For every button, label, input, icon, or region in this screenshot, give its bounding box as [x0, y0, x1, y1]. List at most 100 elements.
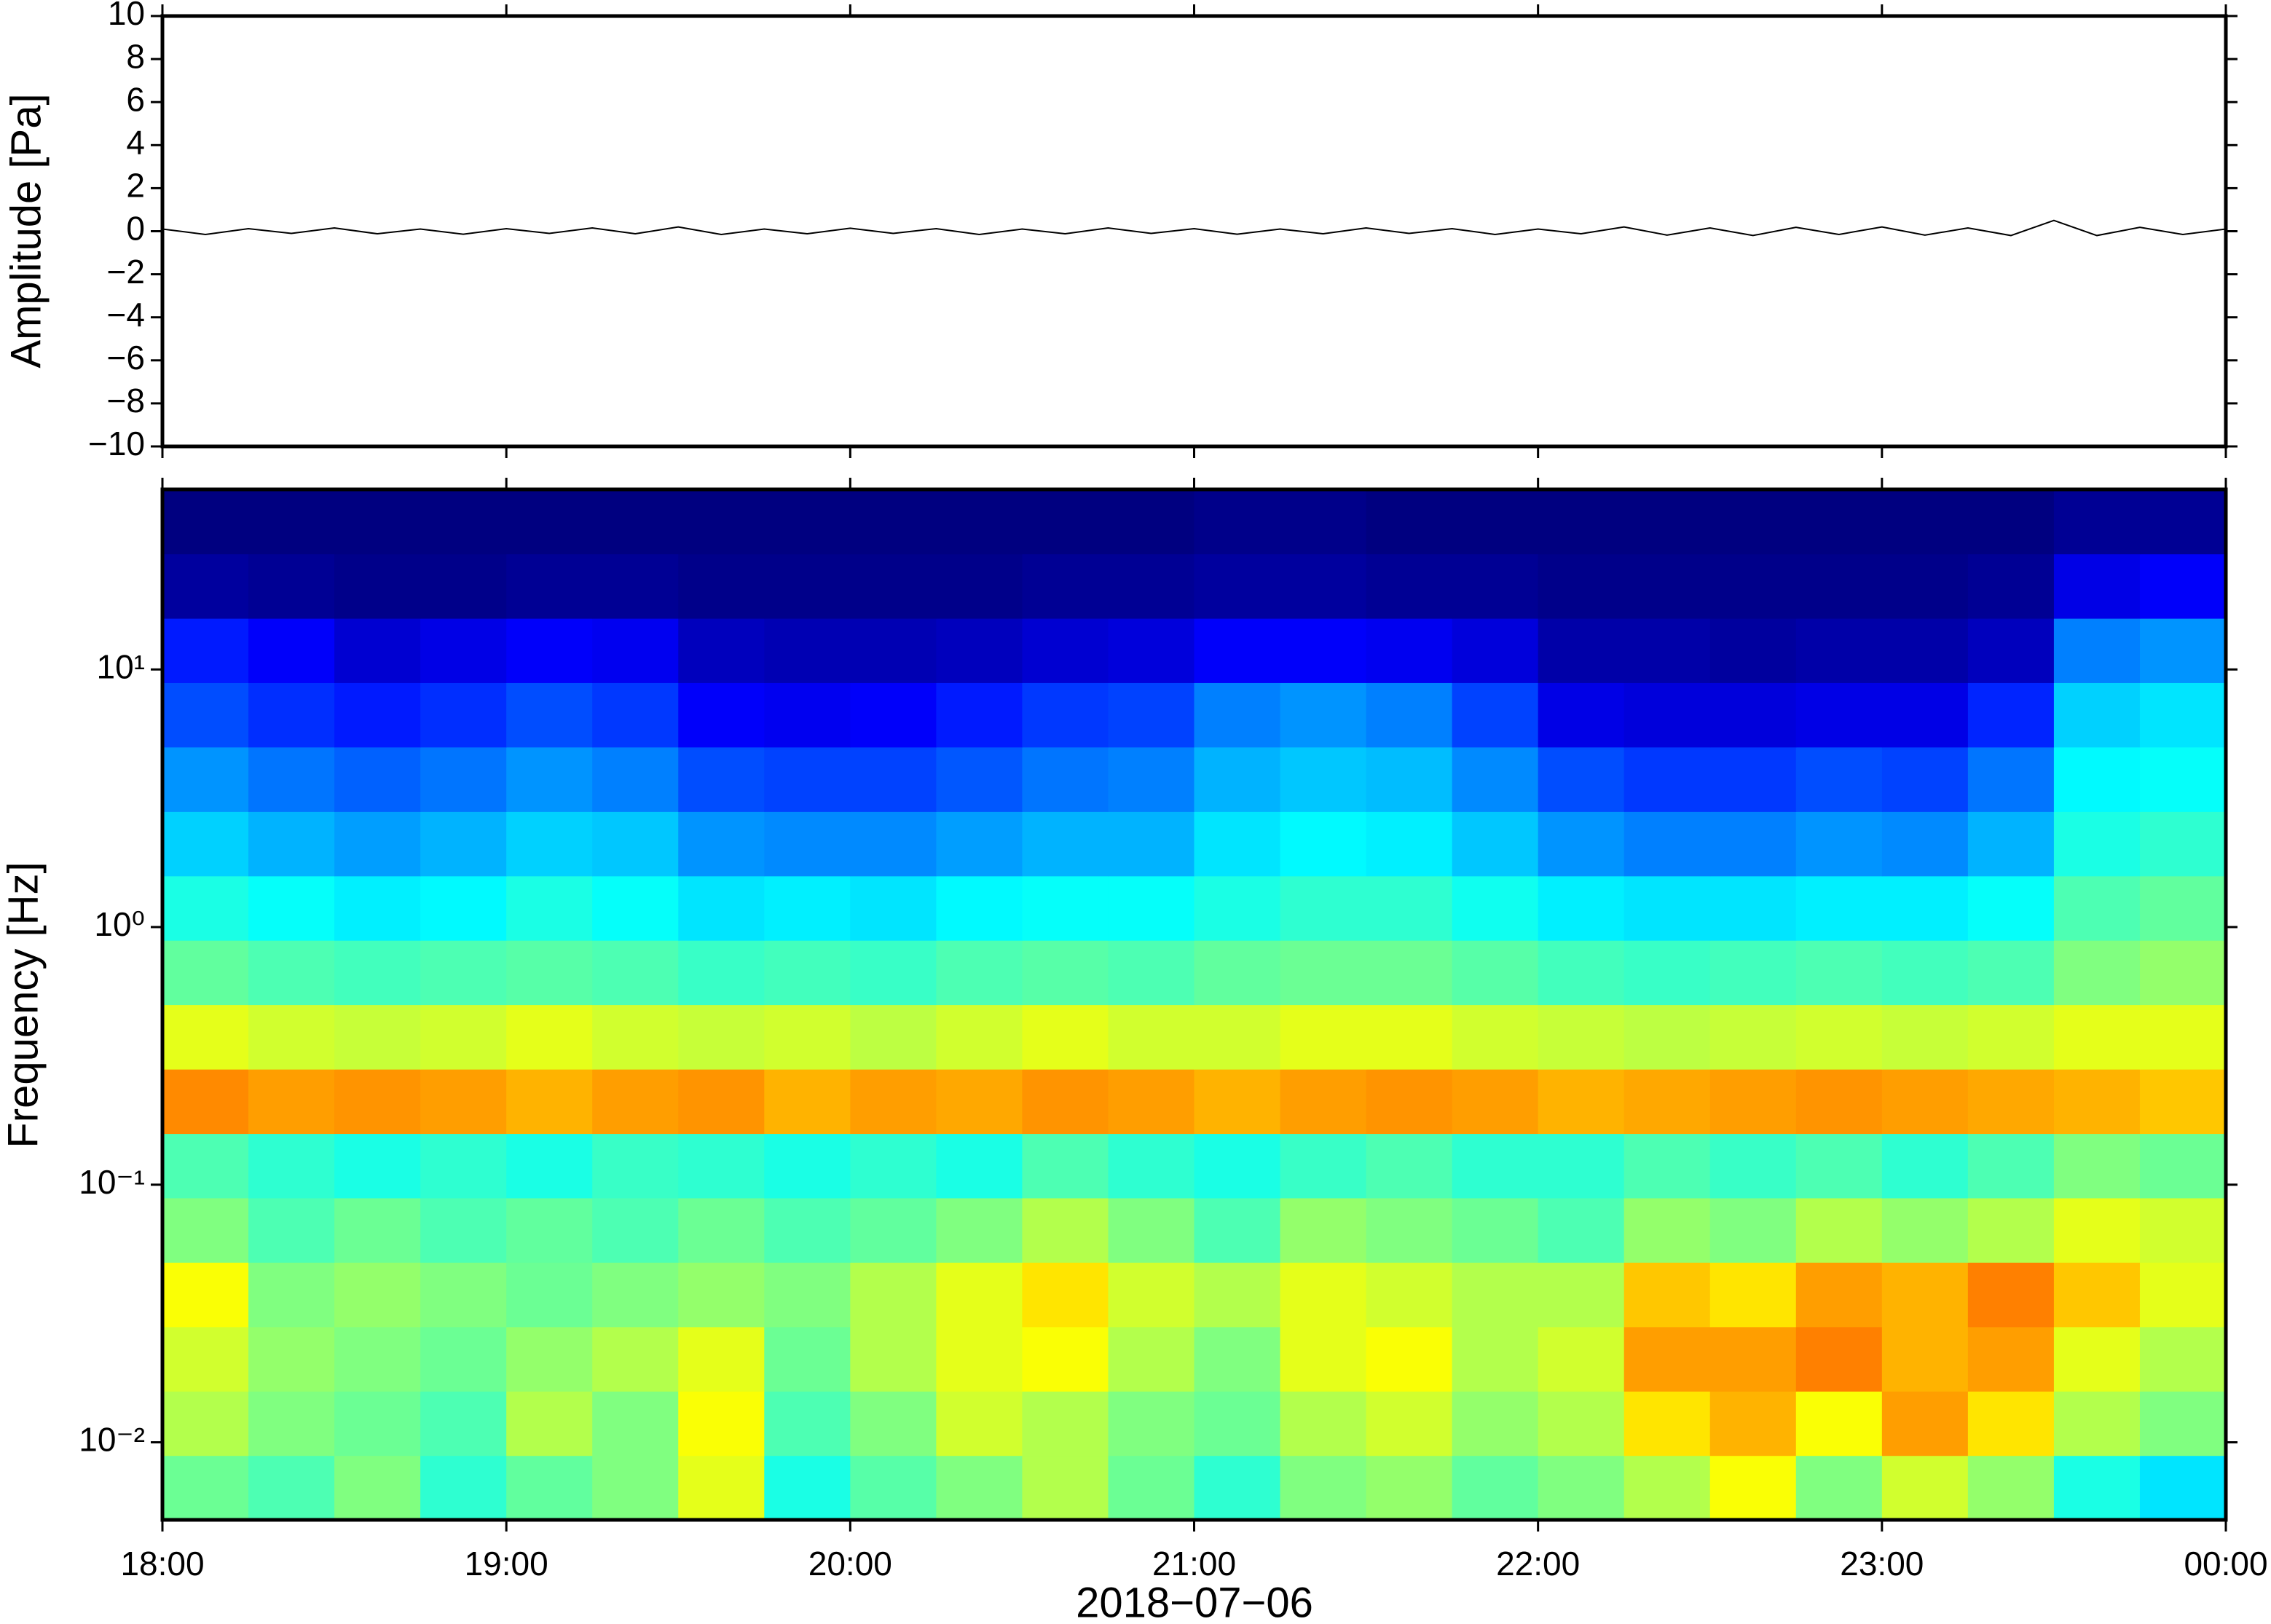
heatmap-cell — [678, 1262, 765, 1328]
heatmap-cell — [1280, 1197, 1367, 1263]
heatmap-cell — [850, 875, 937, 941]
heatmap-cell — [1366, 875, 1453, 941]
heatmap-cell — [678, 489, 765, 555]
heatmap-cell — [420, 746, 507, 812]
heatmap-cell — [1881, 682, 1969, 748]
heatmap-cell — [1967, 746, 2055, 812]
heatmap-cell — [334, 1391, 421, 1457]
heatmap-cell — [936, 875, 1023, 941]
heatmap-cell — [1623, 489, 1711, 555]
heatmap-cell — [678, 1133, 765, 1199]
heatmap-cell — [1108, 1391, 1195, 1457]
heatmap-cell — [162, 553, 249, 619]
heatmap-cell — [334, 682, 421, 748]
heatmap-cell — [1366, 746, 1453, 812]
heatmap-cell — [248, 746, 335, 812]
heatmap-cell — [1881, 1004, 1969, 1070]
x-tick-label: 23:00 — [1840, 1545, 1924, 1582]
heatmap-cell — [506, 1069, 593, 1135]
heatmap-cell — [2053, 1391, 2141, 1457]
heatmap-cell — [1623, 811, 1711, 877]
heatmap-cell — [1795, 618, 1883, 683]
heatmap-cell — [1194, 682, 1281, 748]
heatmap-cell — [2139, 1004, 2227, 1070]
heatmap-cell — [764, 489, 851, 555]
heatmap-cell — [1022, 1455, 1109, 1521]
heatmap-cell — [1538, 1455, 1625, 1521]
heatmap-cell — [334, 1133, 421, 1199]
heatmap-cell — [678, 746, 765, 812]
heatmap-cell — [1108, 1455, 1195, 1521]
y-tick-label: 8 — [126, 37, 145, 75]
heatmap-cell — [764, 1004, 851, 1070]
heatmap-cell — [248, 1004, 335, 1070]
x-tick-label: 21:00 — [1152, 1545, 1236, 1582]
heatmap-cell — [420, 489, 507, 555]
heatmap-cell — [1366, 1197, 1453, 1263]
heatmap-cell — [1881, 1391, 1969, 1457]
heatmap-cell — [1709, 875, 1797, 941]
heatmap-cell — [1538, 1197, 1625, 1263]
y-axis-label: Frequency [Hz] — [0, 862, 47, 1148]
heatmap-cell — [1452, 1197, 1539, 1263]
heatmap-cell — [506, 875, 593, 941]
heatmap-cell — [1709, 811, 1797, 877]
heatmap-cell — [334, 940, 421, 1006]
heatmap-cell — [1452, 746, 1539, 812]
heatmap-cell — [1623, 1004, 1711, 1070]
heatmap-cell — [592, 875, 679, 941]
heatmap-cell — [506, 1004, 593, 1070]
heatmap-cell — [1280, 746, 1367, 812]
heatmap-cell — [1967, 1455, 2055, 1521]
heatmap-cell — [1795, 875, 1883, 941]
heatmap-cell — [592, 682, 679, 748]
heatmap-cell — [1022, 1197, 1109, 1263]
heatmap-cell — [1108, 1133, 1195, 1199]
heatmap-cell — [592, 1069, 679, 1135]
heatmap-cell — [592, 746, 679, 812]
heatmap-cell — [1022, 746, 1109, 812]
heatmap-cell — [592, 1262, 679, 1328]
heatmap-cell — [506, 811, 593, 877]
heatmap-cell — [678, 1004, 765, 1070]
heatmap-cell — [850, 811, 937, 877]
heatmap-cell — [1108, 811, 1195, 877]
heatmap-cell — [162, 875, 249, 941]
heatmap-cell — [1967, 1133, 2055, 1199]
heatmap-cell — [1280, 1004, 1367, 1070]
heatmap-cell — [506, 1326, 593, 1392]
heatmap-cell — [1280, 875, 1367, 941]
heatmap-cell — [1967, 1326, 2055, 1392]
heatmap-cell — [1022, 1069, 1109, 1135]
heatmap-cell — [2139, 1326, 2227, 1392]
heatmap-cell — [1709, 1455, 1797, 1521]
plot-frame — [160, 14, 2228, 449]
heatmap-cell — [420, 940, 507, 1006]
heatmap-cell — [420, 1391, 507, 1457]
heatmap-cell — [1366, 489, 1453, 555]
heatmap-cell — [420, 1069, 507, 1135]
heatmap-cell — [1709, 1326, 1797, 1392]
heatmap-cell — [420, 618, 507, 683]
heatmap-cell — [162, 1391, 249, 1457]
heatmap-cell — [2139, 1262, 2227, 1328]
heatmap-cell — [248, 682, 335, 748]
heatmap-cell — [1967, 1262, 2055, 1328]
y-tick-label: −2 — [107, 253, 145, 291]
heatmap-cell — [936, 489, 1023, 555]
heatmap-cell — [2139, 1197, 2227, 1263]
heatmap-cell — [1022, 1391, 1109, 1457]
heatmap-cell — [1881, 618, 1969, 683]
heatmap-cell — [2053, 1262, 2141, 1328]
heatmap-cell — [2053, 1326, 2141, 1392]
heatmap-cell — [1623, 1197, 1711, 1263]
heatmap-cell — [1709, 1133, 1797, 1199]
y-tick-label: 10⁻² — [79, 1421, 145, 1459]
heatmap-cell — [420, 1262, 507, 1328]
heatmap-cell — [2053, 682, 2141, 748]
heatmap-cell — [1795, 1391, 1883, 1457]
heatmap-cell — [850, 1262, 937, 1328]
heatmap-cell — [764, 1391, 851, 1457]
heatmap-cell — [2139, 811, 2227, 877]
heatmap-cell — [334, 489, 421, 555]
